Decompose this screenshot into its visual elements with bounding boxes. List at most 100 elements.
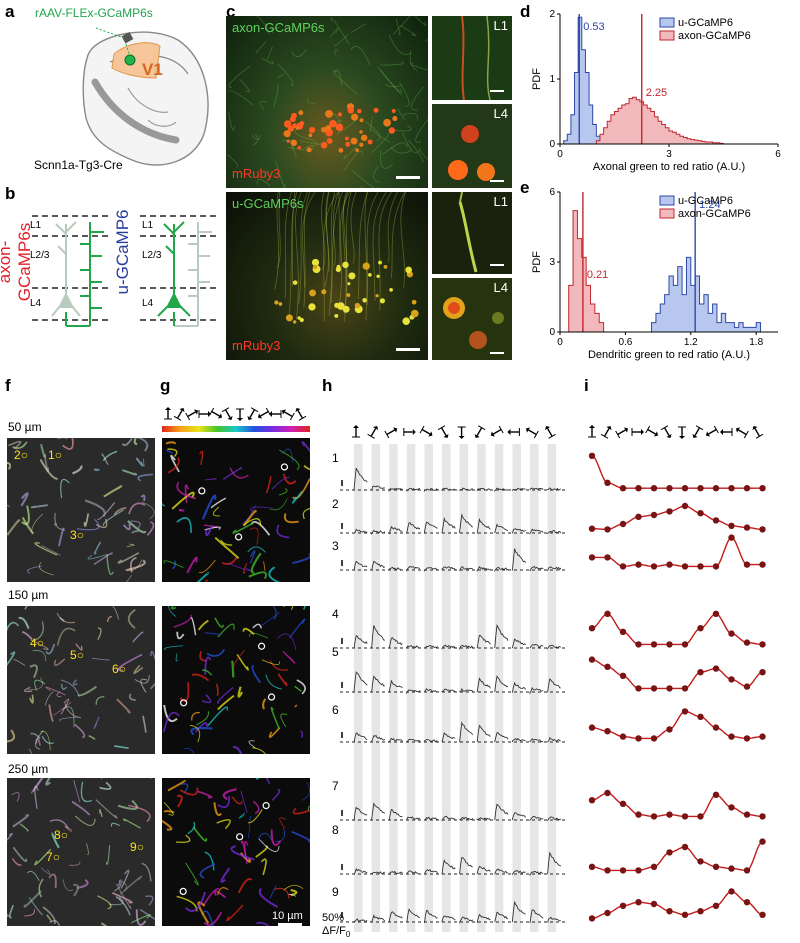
tuning-point-7-7: [697, 858, 704, 865]
median-label-e-0: 1.24: [699, 199, 720, 211]
direction-icon-8: [490, 425, 504, 437]
tuning-point-1-10: [743, 524, 751, 531]
u-inset-l1: L1: [432, 192, 512, 274]
trace-6-dir-0: [353, 806, 368, 821]
tuning-point-6-5: [666, 811, 673, 818]
trace-number-2: 3: [332, 539, 339, 553]
trace-7-dir-2: [388, 870, 403, 875]
trace-3-dir-4: [423, 644, 438, 649]
trace-2-dir-2: [388, 566, 403, 571]
trace-8-dir-6: [459, 916, 474, 924]
trace-4-dir-7: [476, 677, 491, 693]
tuning-point-2-9: [728, 534, 735, 541]
panel-label-d: d: [520, 2, 531, 21]
tuning-point-1-0: [588, 525, 596, 532]
y-tick-label-d-0: 0: [549, 139, 555, 150]
trace-2-dir-0: [353, 560, 368, 571]
trace-6-dir-5: [441, 815, 456, 822]
trace-7-dir-6: [459, 857, 473, 874]
u-inset-l4-svg: [443, 297, 504, 349]
trace-number-0: 1: [332, 451, 339, 465]
gray-field-250-svg: [7, 778, 155, 926]
tuning-point-2-6: [681, 563, 689, 570]
trace-7-dir-4: [423, 869, 438, 875]
panel-label-g: g: [160, 376, 171, 395]
x-tick-label-d-2: 6: [775, 149, 781, 160]
tuning-point-3-2: [619, 628, 627, 635]
direction-icon-10: [281, 409, 295, 421]
gray-field-150: [7, 606, 155, 754]
direction-icon-0: [352, 425, 360, 438]
tuning-point-0-10: [743, 485, 751, 492]
trace-1-dir-4: [423, 521, 438, 533]
trace-1-dir-11: [547, 530, 562, 535]
tuning-point-5-2: [619, 733, 627, 740]
color-field-250-svg: [162, 778, 310, 926]
color-field-50: [162, 438, 310, 582]
trace-7-dir-7: [476, 865, 491, 874]
inset-l1-svg: [461, 16, 491, 100]
trace-2-dir-3: [406, 565, 421, 572]
trace-number-7: 8: [332, 823, 339, 837]
u-inset-l1-label: L1: [493, 194, 508, 209]
tuning-point-0-6: [681, 485, 689, 492]
panel-label-a: a: [5, 2, 15, 21]
legend-swatch-d-1: [659, 30, 675, 41]
roi-9: 9○: [130, 840, 144, 854]
tuning-point-1-11: [759, 526, 766, 533]
tuning-point-5-11: [759, 733, 766, 740]
direction-icon-4: [645, 425, 659, 437]
trace-4-dir-6: [459, 687, 474, 693]
trace-0-dir-11: [547, 487, 561, 491]
trace-5-dir-10: [529, 737, 544, 743]
tuning-point-4-4: [650, 685, 658, 692]
hist-d-series-0: [563, 16, 605, 145]
trace-3-dir-11: [547, 644, 561, 650]
tuning-point-0-1: [604, 479, 611, 486]
trace-3-dir-7: [476, 634, 491, 649]
trace-1-dir-6: [459, 513, 474, 533]
tuning-point-6-8: [712, 791, 720, 798]
trace-8-dir-11: [547, 916, 561, 923]
tuning-point-2-7: [697, 563, 704, 570]
trace-6-dir-7: [476, 817, 491, 821]
direction-icon-11: [295, 407, 307, 421]
tuning-point-3-11: [759, 641, 766, 648]
u-gcamp-micrograph: u-GCaMP6s mRuby3: [226, 192, 428, 360]
trace-5-dir-2: [388, 737, 403, 742]
tuning-point-0-4: [650, 485, 658, 492]
mruby-label-bottom: mRuby3: [232, 338, 281, 353]
stim-band-3: [406, 444, 416, 932]
tuning-point-2-10: [743, 561, 751, 568]
layer-l23-left: L2/3: [30, 250, 50, 261]
direction-icon-5: [660, 425, 672, 439]
trace-5-dir-3: [406, 738, 421, 743]
tuning-point-0-11: [759, 485, 766, 492]
direction-icon-4: [209, 407, 223, 419]
trace-6-dir-1: [371, 802, 386, 820]
trace-7-dir-10: [529, 871, 544, 877]
trace-number-4: 5: [332, 645, 339, 659]
tuning-point-7-8: [712, 863, 720, 870]
direction-icon-11: [752, 425, 764, 439]
tuning-point-6-1: [604, 789, 611, 797]
depth-label-250: 250 µm: [8, 762, 49, 776]
panel-label-i: i: [584, 376, 589, 395]
x-tick-label-d-0: 0: [557, 149, 563, 160]
u-gcamp-label: u-GCaMP6s: [232, 196, 304, 211]
scale-bar-inset2: [490, 180, 504, 182]
tuning-point-8-2: [619, 902, 627, 909]
u-inset-l1-svg: [458, 192, 478, 273]
tuning-point-7-6: [681, 843, 689, 851]
trace-4-dir-10: [529, 686, 544, 695]
tuning-curve-8: [591, 890, 763, 920]
color-field-50-svg: [162, 441, 310, 582]
roi-6: 6○: [112, 662, 126, 676]
trace-3-dir-8: [494, 623, 509, 648]
tuning-point-3-1: [604, 610, 611, 617]
trace-5-dir-7: [476, 724, 491, 743]
tuning-point-3-7: [697, 625, 704, 632]
trace-1-dir-2: [388, 525, 403, 535]
u-inset-l4-label: L4: [493, 280, 508, 295]
gray-field-50-svg: [7, 438, 155, 582]
